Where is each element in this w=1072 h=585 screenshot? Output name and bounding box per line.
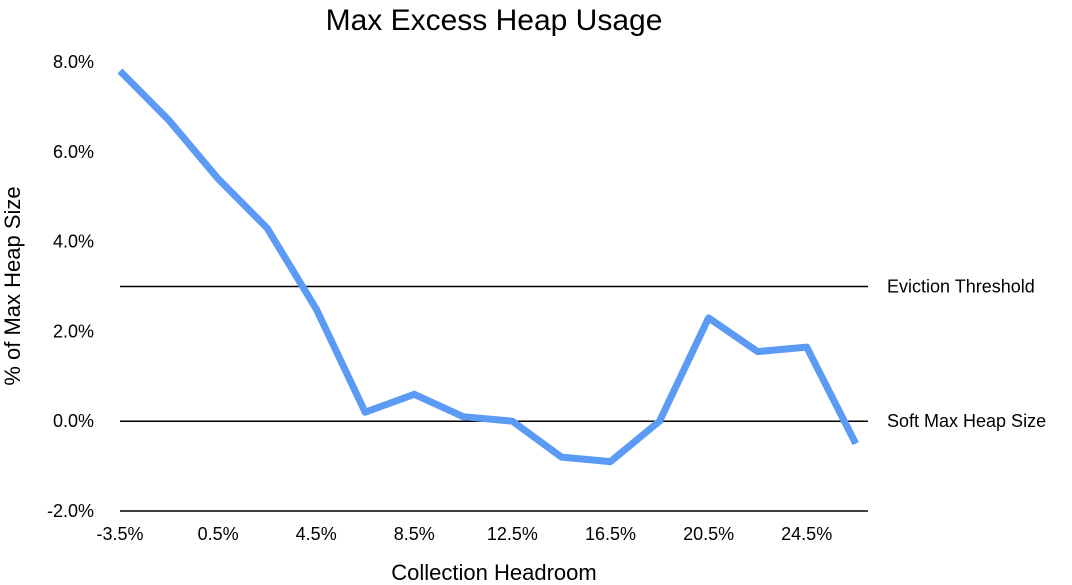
y-tick-label: 2.0% (53, 321, 94, 341)
y-tick-label: 0.0% (53, 411, 94, 431)
data-point (266, 227, 268, 229)
data-point (413, 393, 415, 395)
reference-line-label-1: Soft Max Heap Size (887, 411, 1046, 431)
chart-title: Max Excess Heap Usage (326, 4, 663, 37)
x-tick-label: -3.5% (96, 524, 143, 544)
x-tick-label: 4.5% (296, 524, 337, 544)
data-point (708, 317, 710, 319)
y-tick-label: 4.0% (53, 232, 94, 252)
y-tick-label: 6.0% (53, 142, 94, 162)
y-tick-label: -2.0% (47, 501, 94, 521)
data-point (168, 119, 170, 121)
x-tick-label: 0.5% (198, 524, 239, 544)
y-axis-ticks: 8.0% 6.0% 4.0% 2.0% 0.0% -2.0% (47, 52, 94, 521)
data-point (757, 351, 759, 353)
x-tick-label: 24.5% (781, 524, 832, 544)
x-tick-label: 12.5% (487, 524, 538, 544)
series-group (117, 68, 859, 466)
x-axis-ticks: -3.5% 0.5% 4.5% 8.5% 12.5% 16.5% 20.5% 24.5% (96, 524, 832, 544)
y-tick-label: 8.0% (53, 52, 94, 72)
data-point (806, 346, 808, 348)
x-axis-title: Collection Headroom (391, 560, 596, 585)
series-line-0 (117, 68, 859, 466)
data-point (855, 443, 857, 445)
data-point (659, 420, 661, 422)
data-point (462, 416, 464, 418)
x-tick-label: 16.5% (585, 524, 636, 544)
data-point (217, 178, 219, 180)
data-point (119, 70, 121, 72)
reference-line-label-0: Eviction Threshold (887, 277, 1035, 297)
data-point (560, 456, 562, 458)
x-tick-label: 8.5% (394, 524, 435, 544)
y-axis-title: % of Max Heap Size (0, 186, 25, 385)
data-point (609, 461, 611, 463)
data-point (315, 308, 317, 310)
x-tick-label: 20.5% (683, 524, 734, 544)
reference-lines: Eviction Threshold Soft Max Heap Size (120, 277, 1046, 512)
data-point (511, 420, 513, 422)
data-point (364, 411, 366, 413)
